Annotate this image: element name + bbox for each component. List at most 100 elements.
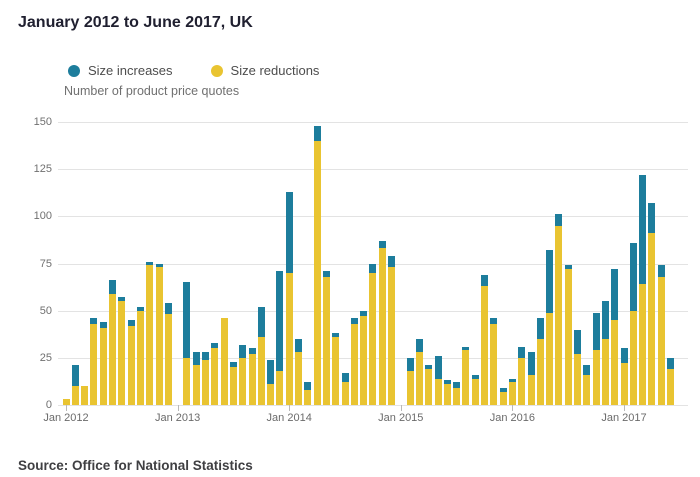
bar-increases-May-2017[interactable] (657, 265, 665, 277)
bar-increases-Nov-2014[interactable] (378, 240, 386, 249)
bar-increases-Sep-2015[interactable] (471, 374, 479, 379)
bar-increases-Aug-2016[interactable] (574, 329, 581, 355)
bar-increases-Sep-2013[interactable] (248, 348, 256, 355)
bar-increases-Apr-2017[interactable] (648, 203, 656, 234)
bar-reductions-Feb-2016[interactable] (518, 357, 526, 405)
bar-increases-Jun-2016[interactable] (555, 214, 563, 226)
bar-increases-Jan-2017[interactable] (620, 348, 628, 364)
bar-increases-Oct-2013[interactable] (257, 306, 265, 338)
bar-increases-Aug-2015[interactable] (462, 346, 470, 351)
bar-reductions-Apr-2015[interactable] (425, 369, 433, 405)
bar-reductions-May-2012[interactable] (99, 327, 107, 405)
bar-reductions-Jun-2012[interactable] (109, 293, 116, 405)
bar-reductions-Apr-2014[interactable] (313, 140, 321, 405)
bar-reductions-Feb-2014[interactable] (295, 352, 302, 405)
bar-increases-Oct-2012[interactable] (146, 261, 154, 266)
bar-reductions-Nov-2012[interactable] (155, 267, 163, 405)
bar-increases-Oct-2015[interactable] (481, 274, 488, 287)
bar-increases-Dec-2012[interactable] (164, 303, 172, 315)
bar-reductions-Jul-2012[interactable] (118, 301, 126, 405)
bar-reductions-Sep-2015[interactable] (471, 378, 479, 405)
bar-reductions-Apr-2012[interactable] (90, 323, 98, 405)
legend-item-size-reductions[interactable]: Size reductions (210, 63, 319, 78)
bar-reductions-Nov-2016[interactable] (601, 338, 609, 405)
bar-reductions-Jan-2012[interactable] (62, 399, 70, 405)
bar-increases-Sep-2012[interactable] (136, 306, 144, 311)
bar-reductions-Nov-2015[interactable] (490, 323, 498, 405)
bar-increases-Aug-2012[interactable] (127, 320, 135, 326)
bar-increases-Nov-2013[interactable] (267, 359, 275, 385)
bar-reductions-Jul-2013[interactable] (229, 367, 237, 405)
bar-reductions-Dec-2012[interactable] (164, 314, 172, 405)
bar-increases-Feb-2016[interactable] (518, 346, 526, 358)
bar-reductions-Aug-2015[interactable] (462, 350, 470, 405)
bar-increases-May-2012[interactable] (99, 321, 107, 328)
bar-reductions-Sep-2016[interactable] (583, 374, 591, 405)
bar-increases-Apr-2013[interactable] (202, 352, 209, 360)
bar-increases-Aug-2014[interactable] (350, 318, 358, 324)
bar-reductions-Jan-2016[interactable] (508, 382, 516, 405)
bar-increases-Jun-2014[interactable] (332, 333, 340, 338)
bar-increases-Sep-2016[interactable] (583, 365, 591, 375)
bar-reductions-Sep-2012[interactable] (136, 310, 144, 405)
bar-increases-Jan-2016[interactable] (508, 378, 516, 383)
bar-increases-Jul-2014[interactable] (341, 372, 349, 383)
bar-increases-Oct-2014[interactable] (369, 263, 377, 273)
legend-item-size-increases[interactable]: Size increases (68, 63, 173, 78)
bar-reductions-Sep-2014[interactable] (360, 316, 368, 405)
bar-increases-Jul-2012[interactable] (118, 297, 126, 302)
bar-reductions-Oct-2015[interactable] (481, 286, 488, 405)
bar-reductions-Jun-2014[interactable] (332, 337, 340, 405)
bar-increases-Dec-2013[interactable] (276, 271, 284, 372)
bar-reductions-Feb-2015[interactable] (406, 371, 414, 405)
bar-increases-Jul-2016[interactable] (564, 265, 572, 270)
bar-increases-Dec-2015[interactable] (499, 388, 507, 392)
bar-increases-Apr-2015[interactable] (425, 365, 433, 370)
bar-increases-Nov-2012[interactable] (155, 263, 163, 268)
bar-increases-Jul-2015[interactable] (453, 382, 461, 389)
bar-reductions-Feb-2012[interactable] (71, 386, 79, 405)
bar-reductions-Sep-2013[interactable] (248, 354, 256, 405)
bar-reductions-Apr-2016[interactable] (536, 338, 544, 405)
bar-increases-Sep-2014[interactable] (360, 310, 368, 317)
bar-increases-Apr-2016[interactable] (536, 318, 544, 339)
bar-reductions-Aug-2016[interactable] (574, 354, 581, 405)
bar-reductions-Jun-2017[interactable] (667, 369, 674, 405)
bar-reductions-Dec-2016[interactable] (611, 320, 619, 405)
bar-reductions-Jun-2015[interactable] (443, 384, 451, 405)
bar-increases-May-2013[interactable] (211, 342, 219, 349)
bar-reductions-May-2013[interactable] (211, 348, 219, 405)
bar-increases-Aug-2013[interactable] (239, 344, 247, 358)
bar-reductions-Aug-2012[interactable] (127, 325, 135, 405)
bar-increases-Dec-2014[interactable] (388, 255, 395, 268)
bar-reductions-Mar-2013[interactable] (192, 365, 200, 405)
bar-reductions-Aug-2014[interactable] (350, 323, 358, 405)
bar-increases-Apr-2014[interactable] (313, 125, 321, 141)
bar-reductions-Mar-2014[interactable] (304, 389, 312, 405)
bar-reductions-Mar-2016[interactable] (527, 374, 535, 405)
bar-reductions-Feb-2017[interactable] (629, 310, 637, 405)
bar-reductions-Oct-2012[interactable] (146, 265, 154, 405)
bar-increases-Jul-2013[interactable] (229, 361, 237, 368)
bar-reductions-Nov-2013[interactable] (267, 384, 275, 405)
bar-reductions-May-2017[interactable] (657, 276, 665, 405)
bar-increases-Feb-2013[interactable] (183, 282, 191, 358)
bar-increases-Feb-2015[interactable] (406, 357, 414, 372)
bar-increases-Feb-2012[interactable] (71, 365, 79, 387)
bar-reductions-Dec-2014[interactable] (388, 267, 395, 405)
bar-increases-Mar-2015[interactable] (415, 338, 423, 353)
bar-reductions-Dec-2013[interactable] (276, 371, 284, 405)
bar-increases-Apr-2012[interactable] (90, 318, 98, 324)
bar-reductions-Jan-2017[interactable] (620, 363, 628, 405)
bar-reductions-Jun-2013[interactable] (220, 318, 228, 405)
bar-increases-Nov-2016[interactable] (601, 301, 609, 339)
bar-reductions-Mar-2017[interactable] (639, 284, 647, 405)
bar-reductions-Feb-2013[interactable] (183, 357, 191, 405)
bar-reductions-Apr-2013[interactable] (202, 359, 209, 405)
bar-reductions-Jan-2014[interactable] (285, 272, 293, 405)
bar-reductions-Oct-2016[interactable] (592, 350, 600, 405)
bar-reductions-Jul-2016[interactable] (564, 269, 572, 405)
bar-increases-Mar-2013[interactable] (192, 352, 200, 366)
bar-increases-Jun-2015[interactable] (443, 380, 451, 385)
bar-increases-Jan-2014[interactable] (285, 191, 293, 273)
